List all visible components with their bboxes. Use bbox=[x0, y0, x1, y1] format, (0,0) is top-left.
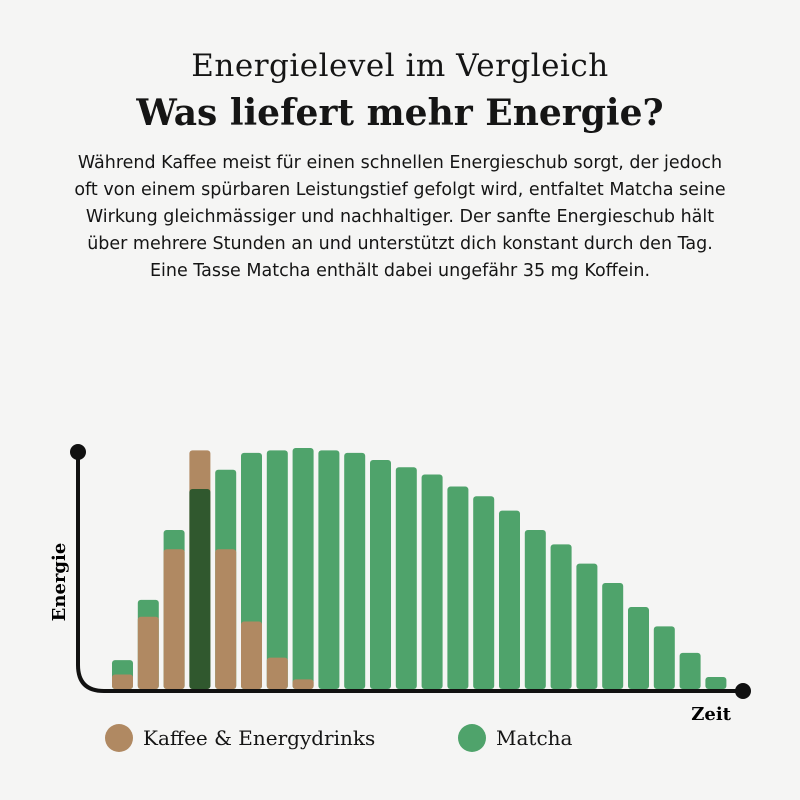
description-text: Während Kaffee meist für einen schnellen… bbox=[74, 153, 726, 281]
matcha-bar bbox=[524, 529, 546, 689]
y-axis-label: Energie bbox=[49, 543, 70, 622]
matcha-bar bbox=[473, 496, 495, 689]
matcha-swatch-icon bbox=[458, 724, 486, 752]
coffee-bar bbox=[292, 679, 314, 689]
y-axis-end-dot bbox=[70, 444, 86, 460]
coffee-bar bbox=[266, 657, 288, 689]
matcha-bar bbox=[318, 450, 340, 689]
matcha-bar bbox=[395, 467, 417, 689]
matcha-bar bbox=[550, 544, 572, 689]
matcha-bar bbox=[679, 652, 701, 689]
matcha-bar bbox=[292, 448, 314, 689]
matcha-bar bbox=[576, 563, 598, 689]
chart-title: Was liefert mehr Energie? bbox=[136, 92, 664, 134]
matcha-bar bbox=[602, 582, 624, 689]
matcha-bar bbox=[447, 486, 469, 689]
legend-label-coffee: Kaffee & Energydrinks bbox=[143, 726, 376, 750]
matcha-bar bbox=[653, 626, 675, 689]
matcha-bar bbox=[421, 474, 443, 689]
matcha-bar bbox=[266, 450, 288, 689]
legend-label-matcha: Matcha bbox=[496, 726, 573, 750]
coffee-bar bbox=[112, 674, 133, 689]
matcha-bar bbox=[189, 488, 211, 689]
matcha-bar bbox=[344, 452, 366, 689]
matcha-bar bbox=[628, 607, 649, 689]
coffee-swatch-icon bbox=[105, 724, 133, 752]
matcha-bar bbox=[705, 676, 727, 689]
axes bbox=[76, 452, 742, 693]
matcha-bar bbox=[370, 460, 391, 689]
x-axis-end-dot bbox=[735, 683, 751, 699]
legend-item-matcha: Matcha bbox=[458, 724, 572, 752]
coffee-bar bbox=[241, 621, 262, 689]
chart-subtitle: Energielevel im Vergleich bbox=[191, 48, 609, 84]
coffee-bar bbox=[137, 616, 159, 689]
matcha-bar bbox=[499, 510, 520, 689]
x-axis-label: Zeit bbox=[691, 704, 731, 725]
coffee-bar bbox=[163, 549, 185, 689]
legend-item-coffee: Kaffee & Energydrinks bbox=[105, 724, 375, 752]
coffee-bar bbox=[215, 549, 237, 689]
